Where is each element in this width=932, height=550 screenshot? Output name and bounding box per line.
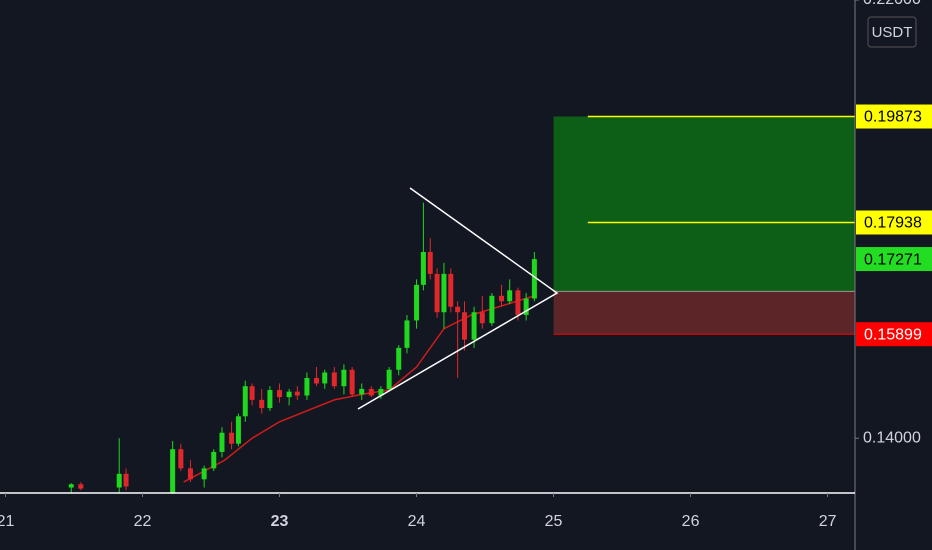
x-tick-label: 24 (408, 513, 426, 530)
candle-body (314, 377, 320, 384)
x-tick-label: 27 (819, 513, 837, 530)
candle-body (178, 449, 184, 469)
x-tick-label: 25 (545, 513, 563, 530)
candle-body (420, 251, 426, 285)
candle-body (341, 369, 347, 387)
triangle-pattern (357, 187, 559, 410)
candle-body (116, 473, 122, 488)
candle-body (349, 369, 355, 395)
candle-body (267, 390, 273, 409)
candle-body (170, 449, 176, 493)
candle-body (434, 273, 440, 313)
candle-body (523, 298, 529, 315)
loss-zone (553, 291, 855, 335)
price-label: 0.19873 (864, 109, 922, 126)
candle-body (229, 432, 235, 444)
price-label-box (856, 322, 932, 347)
candle-body (427, 251, 433, 274)
candle-body (219, 432, 225, 452)
candle-body (187, 468, 193, 480)
x-tick-label: 23 (271, 513, 289, 530)
candle-body (489, 295, 495, 324)
candle-body (294, 391, 300, 396)
candle-body (414, 284, 420, 321)
candle-body (479, 312, 485, 324)
candle-body (259, 399, 265, 409)
candle-body (455, 306, 461, 313)
candle-body (404, 320, 410, 348)
candle-body (507, 290, 513, 302)
price-label-box (856, 104, 932, 129)
candle-body (498, 295, 504, 302)
profit-zone (553, 116, 855, 292)
candle-body (471, 312, 477, 340)
candle-body (515, 290, 521, 315)
candle-body (386, 369, 392, 389)
candle-body (359, 388, 365, 395)
candle-body (322, 372, 328, 384)
candle-body (235, 416, 241, 444)
candle-body (123, 473, 129, 487)
y-tick-label: 0.14000 (863, 429, 921, 446)
candle-body (277, 390, 283, 398)
candle-body (201, 468, 207, 480)
candle-body (286, 391, 292, 398)
price-label: 0.17271 (864, 251, 922, 268)
price-label: 0.15899 (864, 326, 922, 343)
candle-body (331, 372, 337, 387)
candle-body (242, 386, 248, 417)
x-tick-label: 21 (0, 513, 14, 530)
price-label: 0.17938 (864, 215, 922, 232)
candle-body (396, 347, 402, 370)
candle-body (441, 273, 447, 313)
currency-badge (867, 16, 917, 48)
price-label-box (856, 247, 932, 272)
x-tick-label: 26 (682, 513, 700, 530)
y-tick-label: 0.22000 (863, 0, 921, 8)
candle-body (368, 388, 374, 396)
candle-body (78, 484, 84, 489)
plot-area (68, 115, 855, 495)
candle-body (448, 273, 454, 307)
candle-body (531, 259, 537, 299)
candle-body (378, 388, 384, 396)
candle-body (304, 377, 310, 396)
candle-body (211, 451, 217, 469)
x-tick-label: 22 (134, 513, 152, 530)
price-label-box (856, 210, 932, 235)
candle-body (461, 312, 467, 340)
candle-body (249, 386, 255, 400)
currency-label: USDT (872, 24, 913, 41)
candle-body (68, 484, 74, 488)
